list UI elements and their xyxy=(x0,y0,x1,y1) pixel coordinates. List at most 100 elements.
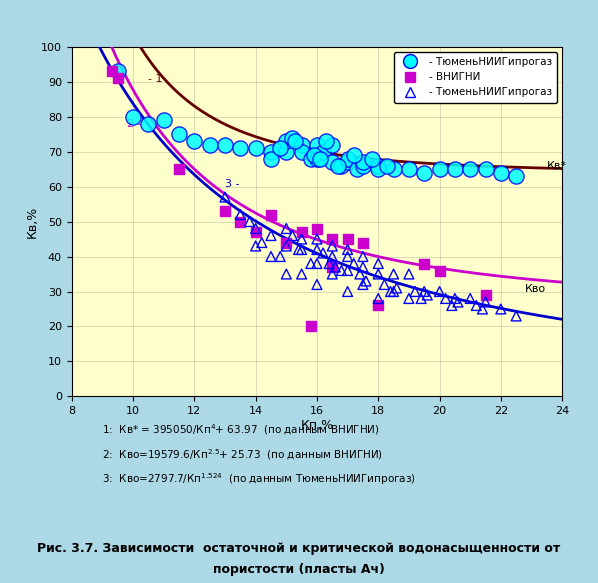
Point xyxy=(266,154,276,163)
Point xyxy=(312,234,322,244)
Point xyxy=(435,266,444,275)
Text: Кв*: Кв* xyxy=(547,161,567,171)
Point xyxy=(107,66,117,76)
Text: 1:  Кв* = 395050/Кп$^4$+ 63.97  (по данным ВНИГНИ): 1: Кв* = 395050/Кп$^4$+ 63.97 (по данным… xyxy=(102,423,380,437)
Point xyxy=(312,245,322,254)
Point xyxy=(471,301,481,310)
Point xyxy=(288,231,297,240)
Text: - 1: - 1 xyxy=(148,73,163,83)
Point xyxy=(343,245,352,254)
Point xyxy=(481,290,490,300)
Point xyxy=(205,140,215,149)
Text: пористости (пласты Ач): пористости (пласты Ач) xyxy=(213,563,385,575)
Point xyxy=(328,269,337,279)
Point xyxy=(373,164,383,174)
Point xyxy=(282,241,291,251)
Point xyxy=(312,140,322,149)
Text: Рис. 3.7. Зависимости  остаточной и критической водонасыщенности от: Рис. 3.7. Зависимости остаточной и крити… xyxy=(37,542,561,555)
Point xyxy=(275,143,285,153)
Point xyxy=(435,164,444,174)
Point xyxy=(297,269,306,279)
Point xyxy=(321,136,331,146)
Point xyxy=(358,238,368,247)
Point xyxy=(312,280,322,289)
Text: 3:  Кво=2797.7/Кп$^{1.524}$  (по данным ТюменьНИИГипрогаз): 3: Кво=2797.7/Кп$^{1.524}$ (по данным Тю… xyxy=(102,472,416,487)
Point xyxy=(251,241,260,251)
Point xyxy=(358,280,368,289)
Point xyxy=(389,287,398,296)
Point xyxy=(383,161,392,170)
Point xyxy=(343,157,352,167)
Point xyxy=(220,206,230,216)
Point xyxy=(416,294,426,303)
Point xyxy=(266,210,276,219)
Point xyxy=(328,157,337,167)
Point xyxy=(355,269,365,279)
Point xyxy=(337,161,346,170)
Point xyxy=(358,252,368,261)
Point xyxy=(312,259,322,268)
Point xyxy=(318,248,328,258)
Point xyxy=(367,154,377,163)
Text: 2 -: 2 - xyxy=(127,119,142,129)
Point xyxy=(511,311,521,321)
Point xyxy=(343,287,352,296)
Point xyxy=(373,269,383,279)
Point xyxy=(358,161,368,170)
Point xyxy=(282,238,291,247)
Point xyxy=(373,259,383,268)
Point xyxy=(435,287,444,296)
Point xyxy=(275,252,285,261)
Point xyxy=(481,297,490,307)
Point xyxy=(331,262,340,272)
Point xyxy=(294,245,303,254)
Point xyxy=(337,266,346,275)
Point xyxy=(306,322,316,331)
Point xyxy=(343,266,352,275)
Point xyxy=(174,164,184,174)
Point xyxy=(190,136,199,146)
Point xyxy=(266,252,276,261)
Point xyxy=(328,234,337,244)
Point xyxy=(236,143,245,153)
Point xyxy=(159,115,169,125)
Point xyxy=(288,133,297,142)
Point xyxy=(297,227,306,237)
Point xyxy=(113,66,123,76)
Point xyxy=(496,168,505,177)
Point xyxy=(419,168,429,177)
Point xyxy=(297,245,306,254)
Point xyxy=(297,140,306,149)
Point xyxy=(324,259,334,268)
Point xyxy=(297,234,306,244)
Point xyxy=(328,262,337,272)
Point xyxy=(465,294,475,303)
Point xyxy=(447,301,456,310)
Point xyxy=(352,164,362,174)
X-axis label: Кп,%: Кп,% xyxy=(300,419,334,432)
Point xyxy=(349,150,358,160)
Point xyxy=(441,294,450,303)
Point xyxy=(266,147,276,156)
Point xyxy=(450,294,460,303)
Point xyxy=(386,287,395,296)
Point xyxy=(257,238,267,247)
Point xyxy=(220,192,230,202)
Point xyxy=(404,294,414,303)
Point xyxy=(343,154,352,163)
Point xyxy=(328,241,337,251)
Point xyxy=(174,129,184,139)
Point xyxy=(282,147,291,156)
Point xyxy=(266,231,276,240)
Point xyxy=(453,297,463,307)
Point xyxy=(315,154,325,163)
Point xyxy=(282,269,291,279)
Point xyxy=(481,164,490,174)
Point xyxy=(306,259,316,268)
Point xyxy=(251,224,260,233)
Point xyxy=(343,234,352,244)
Point xyxy=(312,154,322,163)
Point xyxy=(251,227,260,237)
Y-axis label: Кв,%: Кв,% xyxy=(25,205,38,238)
Point xyxy=(144,119,153,128)
